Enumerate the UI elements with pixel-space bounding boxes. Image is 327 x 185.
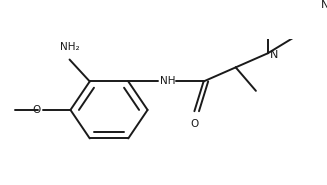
Text: N: N (270, 50, 278, 60)
Text: O: O (33, 105, 41, 115)
Text: NH: NH (161, 76, 176, 86)
Text: N: N (321, 0, 327, 10)
Text: O: O (190, 119, 198, 129)
Text: NH₂: NH₂ (60, 42, 79, 52)
